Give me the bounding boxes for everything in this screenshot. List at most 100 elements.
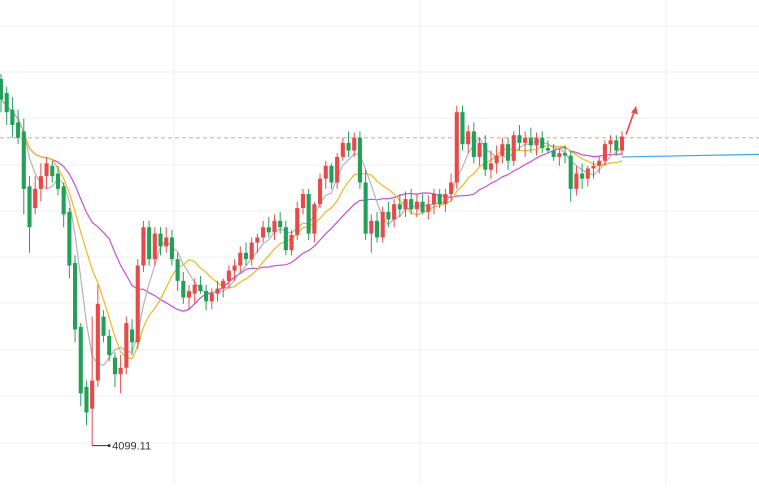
candle-down: [266, 217, 271, 238]
candle-body: [10, 109, 15, 125]
candle-down: [363, 169, 368, 240]
candle-up: [431, 188, 437, 215]
candle-body: [272, 220, 277, 233]
candle-up: [141, 220, 146, 272]
candle-body: [181, 280, 186, 298]
candle-down: [55, 165, 61, 196]
candle-body: [597, 160, 602, 166]
candle-body: [84, 386, 89, 413]
candle-up: [44, 156, 49, 189]
candle-body: [454, 112, 459, 183]
candle-up: [340, 137, 345, 161]
candle-down: [357, 131, 362, 189]
candle-body: [21, 131, 26, 189]
candle-body: [409, 199, 414, 210]
candle-body: [369, 220, 374, 234]
candle-up: [403, 191, 408, 217]
candle-body: [540, 137, 545, 148]
candle-up: [152, 227, 157, 266]
candle-body: [585, 168, 590, 179]
candle-up: [118, 355, 123, 394]
candle-body: [506, 144, 511, 161]
candle-up: [90, 316, 95, 446]
candle-down: [545, 140, 550, 154]
candle-up: [317, 173, 323, 209]
candle-up: [226, 265, 231, 289]
candle-body: [357, 137, 362, 183]
candle-body: [186, 291, 192, 298]
candle-body: [466, 131, 471, 145]
candle-down: [50, 160, 55, 183]
candle-down: [107, 329, 112, 362]
candle-body: [27, 186, 32, 228]
candle-down: [306, 188, 311, 240]
candle-up: [602, 140, 607, 166]
candle-body: [614, 140, 619, 151]
candle-body: [414, 201, 419, 210]
candle-down: [158, 227, 163, 256]
candle-body: [460, 112, 465, 145]
candle-body: [73, 263, 78, 330]
ma-fast-line: [0, 99, 623, 366]
candle-body: [261, 227, 266, 238]
candle-down: [397, 194, 402, 217]
candle-body: [221, 280, 226, 289]
candle-body: [255, 237, 260, 243]
candle-down: [460, 105, 465, 151]
candle-body: [517, 135, 522, 143]
candle-up: [414, 194, 419, 217]
candle-up: [272, 214, 277, 240]
candle-up: [249, 237, 254, 266]
candle-down: [346, 131, 351, 157]
candle-up: [466, 125, 471, 154]
candle-down: [562, 145, 568, 164]
candle-down: [580, 163, 585, 189]
candle-body: [118, 367, 123, 375]
candle-body: [0, 79, 4, 100]
candle-up: [511, 131, 516, 166]
candle-up: [597, 155, 602, 174]
ma-slow-line: [0, 99, 623, 312]
candle-body: [317, 178, 323, 205]
candle-down: [4, 86, 9, 125]
candle-body: [112, 357, 117, 375]
candle-up: [380, 206, 385, 243]
candle-down: [517, 125, 522, 151]
candle-body: [528, 137, 533, 146]
candle-body: [192, 284, 197, 294]
candle-body: [107, 335, 112, 355]
candle-up: [33, 176, 38, 215]
candle-up: [494, 145, 499, 174]
candle-body: [90, 380, 95, 409]
candle-down: [528, 127, 533, 154]
candle-body: [562, 153, 568, 156]
candle-body: [67, 211, 72, 266]
candle-up: [295, 201, 300, 240]
candle-up: [192, 278, 197, 304]
candle-body: [488, 163, 494, 170]
candle-body: [215, 288, 220, 294]
candle-body: [147, 227, 152, 260]
candle-body: [437, 194, 442, 205]
candle-body: [340, 142, 345, 157]
candle-up: [323, 160, 328, 189]
candle-body: [4, 93, 9, 113]
candle-body: [158, 233, 163, 247]
candle-down: [409, 188, 414, 215]
candle-up: [574, 165, 579, 196]
candle-body: [204, 291, 209, 302]
candle-body: [608, 140, 613, 145]
candle-body: [278, 220, 283, 228]
candle-up: [454, 105, 459, 189]
candle-up: [95, 284, 100, 387]
candle-up: [534, 132, 539, 156]
candle-up: [523, 131, 528, 157]
candle-up: [215, 280, 220, 302]
candle-down: [568, 150, 573, 202]
candle-down: [386, 201, 391, 228]
candle-down: [16, 109, 21, 145]
candle-body: [591, 165, 596, 169]
candle-down: [78, 323, 83, 407]
candle-down: [129, 319, 135, 355]
